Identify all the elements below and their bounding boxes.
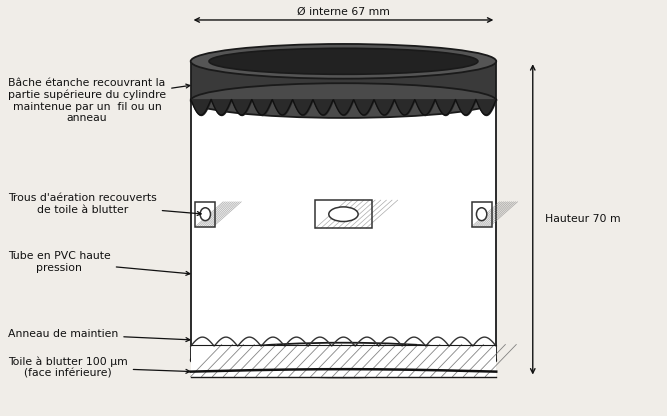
Ellipse shape [191, 83, 496, 118]
Ellipse shape [476, 208, 487, 220]
Ellipse shape [200, 208, 211, 220]
Bar [195, 202, 215, 227]
Text: Trous d'aération recouverts
de toile à blutter: Trous d'aération recouverts de toile à b… [8, 193, 201, 215]
Bar [191, 344, 496, 376]
Ellipse shape [209, 48, 478, 74]
Text: Hauteur 70 m: Hauteur 70 m [545, 214, 620, 224]
Ellipse shape [329, 207, 358, 221]
Bar [191, 101, 496, 360]
Text: Ø interne 67 mm: Ø interne 67 mm [297, 7, 390, 17]
Ellipse shape [191, 343, 496, 377]
Ellipse shape [191, 44, 496, 79]
Bar [472, 202, 492, 227]
Text: Bâche étanche recouvrant la
partie supérieure du cylindre
maintenue par un  fil : Bâche étanche recouvrant la partie supér… [8, 78, 190, 123]
Text: Toile à blutter 100 µm
(face inférieure): Toile à blutter 100 µm (face inférieure) [8, 356, 190, 378]
Bar [315, 200, 372, 228]
Text: Anneau de maintien: Anneau de maintien [8, 329, 190, 342]
Bar [191, 61, 496, 101]
Text: Tube en PVC haute
pression: Tube en PVC haute pression [8, 251, 190, 275]
